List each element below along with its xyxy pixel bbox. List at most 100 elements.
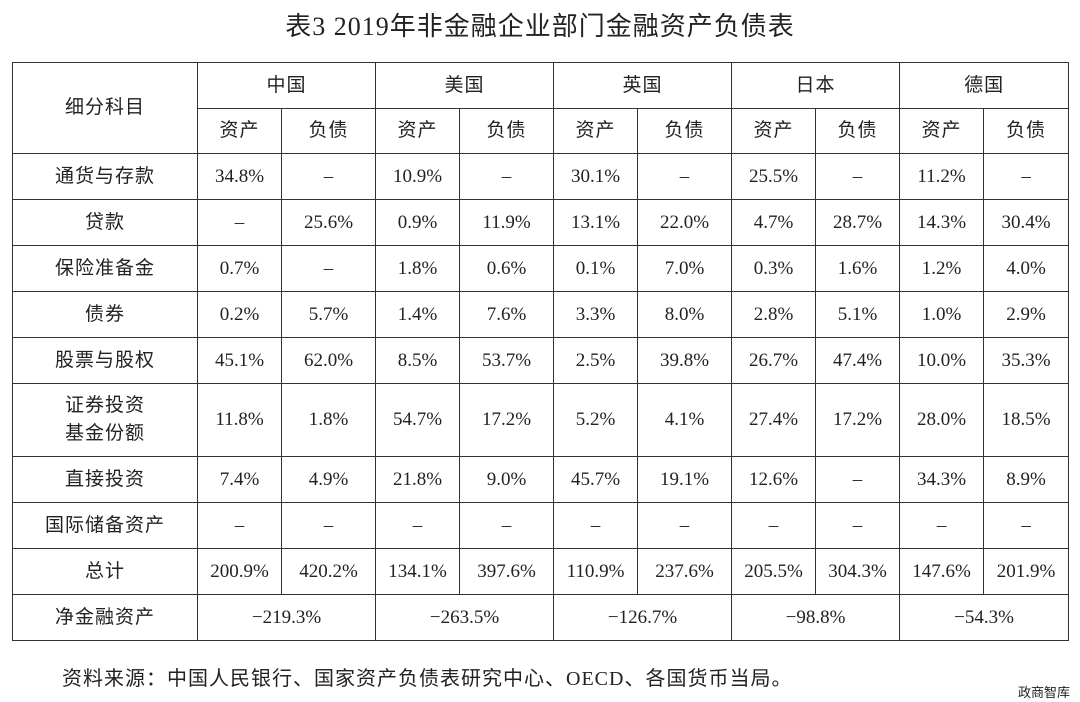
value-cell: 27.4% <box>731 383 817 457</box>
value-cell: 4.7% <box>731 199 817 246</box>
row-label: 保险准备金 <box>12 245 198 292</box>
source-note: 资料来源：中国人民银行、国家资产负债表研究中心、OECD、各国货币当局。 <box>62 668 793 690</box>
value-cell: – <box>983 153 1070 200</box>
value-cell: 28.0% <box>899 383 985 457</box>
value-cell: – <box>459 502 555 549</box>
value-cell: 1.2% <box>899 245 985 292</box>
data-row: 总计 200.9% 420.2% 134.1% 397.6% 110.9% 237.6% 20… <box>12 548 1070 595</box>
country-header: 中国 <box>196 62 377 109</box>
value-cell: – <box>731 502 817 549</box>
value-cell: 237.6% <box>637 548 733 595</box>
logo-text: 政商智库 <box>1017 685 1070 700</box>
value-cell: 13.1% <box>553 199 639 246</box>
value-cell: 0.2% <box>197 291 282 338</box>
value-cell: 0.3% <box>731 245 817 292</box>
value-cell: 0.7% <box>197 245 282 292</box>
value-cell: 5.2% <box>553 383 639 457</box>
country-header: 日本 <box>731 62 901 109</box>
value-cell: – <box>280 502 377 549</box>
row-label: 通货与存款 <box>12 153 198 200</box>
value-cell: 8.9% <box>983 456 1070 503</box>
value-cell: 200.9% <box>197 548 282 595</box>
value-cell: 11.9% <box>459 199 555 246</box>
value-cell: 2.5% <box>553 337 639 384</box>
data-row: 保险准备金 0.7% –1.8% 0.6% 0.1% 7.0% 0.3% 1.6% 1.2% 4.… <box>12 245 1070 292</box>
data-row: 债券 0.2% 5.7% 1.4% 7.6% 3.3% 8.0% 2.8% 5.1% 1.0% 2.… <box>12 291 1070 338</box>
value-cell: 30.1% <box>553 153 639 200</box>
row-label: 股票与股权 <box>12 337 198 384</box>
sub-header: 资产 <box>375 108 461 154</box>
value-cell: 1.8% <box>280 383 377 457</box>
value-cell: 45.1% <box>197 337 282 384</box>
value-cell: – <box>815 153 901 200</box>
sub-header: 资产 <box>197 108 282 154</box>
value-cell: 34.8% <box>197 153 282 200</box>
value-cell: 8.5% <box>375 337 461 384</box>
value-cell: 1.4% <box>375 291 461 338</box>
value-cell: 25.6% <box>280 199 377 246</box>
value-cell: 34.3% <box>899 456 985 503</box>
value-cell: – <box>197 199 282 246</box>
sub-header: 资产 <box>553 108 639 154</box>
data-row: 证券投资 基金份额 11.8% 1.8% 54.7% 17.2% 5.2% 4.1% 27.4… <box>12 383 1070 457</box>
value-cell: 2.9% <box>983 291 1070 338</box>
table-title: 表3 2019年非金融企业部门金融资产负债表 <box>285 12 795 41</box>
value-cell: – <box>280 245 377 292</box>
value-cell: 5.7% <box>280 291 377 338</box>
row-label: 债券 <box>12 291 198 338</box>
value-cell: 4.0% <box>983 245 1070 292</box>
value-cell: 26.7% <box>731 337 817 384</box>
sub-header: 资产 <box>899 108 985 154</box>
value-cell: −126.7% <box>553 594 733 641</box>
value-cell: 17.2% <box>815 383 901 457</box>
value-cell: −54.3% <box>899 594 1070 641</box>
value-cell: – <box>637 153 733 200</box>
value-cell: 54.7% <box>375 383 461 457</box>
sub-header: 负债 <box>280 108 377 154</box>
value-cell: 30.4% <box>983 199 1070 246</box>
header-row: 细分科目 中国 美国 英国 日本 德国 <box>12 62 1070 154</box>
value-cell: 28.7% <box>815 199 901 246</box>
row-label: 证券投资 基金份额 <box>12 383 198 457</box>
sub-header: 负债 <box>637 108 733 154</box>
value-cell: 1.0% <box>899 291 985 338</box>
data-row: 贷款 –25.6% 0.9% 11.9% 13.1% 22.0% 4.7% 28.7% 14.3… <box>12 199 1070 246</box>
value-cell: −98.8% <box>731 594 901 641</box>
value-cell: 10.9% <box>375 153 461 200</box>
row-label: 贷款 <box>12 199 198 246</box>
sub-header: 负债 <box>815 108 901 154</box>
value-cell: 0.6% <box>459 245 555 292</box>
value-cell: – <box>280 153 377 200</box>
value-cell: 2.8% <box>731 291 817 338</box>
value-cell: 17.2% <box>459 383 555 457</box>
value-cell: 0.9% <box>375 199 461 246</box>
value-cell: – <box>637 502 733 549</box>
value-cell: 53.7% <box>459 337 555 384</box>
value-cell: 5.1% <box>815 291 901 338</box>
data-row: 国际储备资产 – – – – – – – – – – <box>12 502 1070 549</box>
value-cell: 1.8% <box>375 245 461 292</box>
corner-header: 细分科目 <box>12 62 198 154</box>
value-cell: 147.6% <box>899 548 985 595</box>
row-label: 国际储备资产 <box>12 502 198 549</box>
value-cell: 45.7% <box>553 456 639 503</box>
sub-header: 负债 <box>459 108 555 154</box>
value-cell: 4.9% <box>280 456 377 503</box>
net-row: 净金融资产 −219.3% −263.5% −126.7% −98.8% −54.3% <box>12 594 1070 641</box>
value-cell: 110.9% <box>553 548 639 595</box>
row-label: 直接投资 <box>12 456 198 503</box>
value-cell: 420.2% <box>280 548 377 595</box>
value-cell: 0.1% <box>553 245 639 292</box>
value-cell: – <box>553 502 639 549</box>
value-cell: 25.5% <box>731 153 817 200</box>
data-row: 通货与存款 34.8% –10.9% –30.1% –25.5% –11.2% – <box>12 153 1070 200</box>
value-cell: 397.6% <box>459 548 555 595</box>
value-cell: – <box>815 456 901 503</box>
value-cell: 1.6% <box>815 245 901 292</box>
value-cell: 22.0% <box>637 199 733 246</box>
value-cell: – <box>375 502 461 549</box>
row-label: 总计 <box>12 548 198 595</box>
data-table: 细分科目 中国 美国 英国 日本 德国 资产 负债 资产 负债 资产 负债 资产 负债 资产 负债 通货与存款 3… <box>12 62 1070 641</box>
value-cell: 4.1% <box>637 383 733 457</box>
